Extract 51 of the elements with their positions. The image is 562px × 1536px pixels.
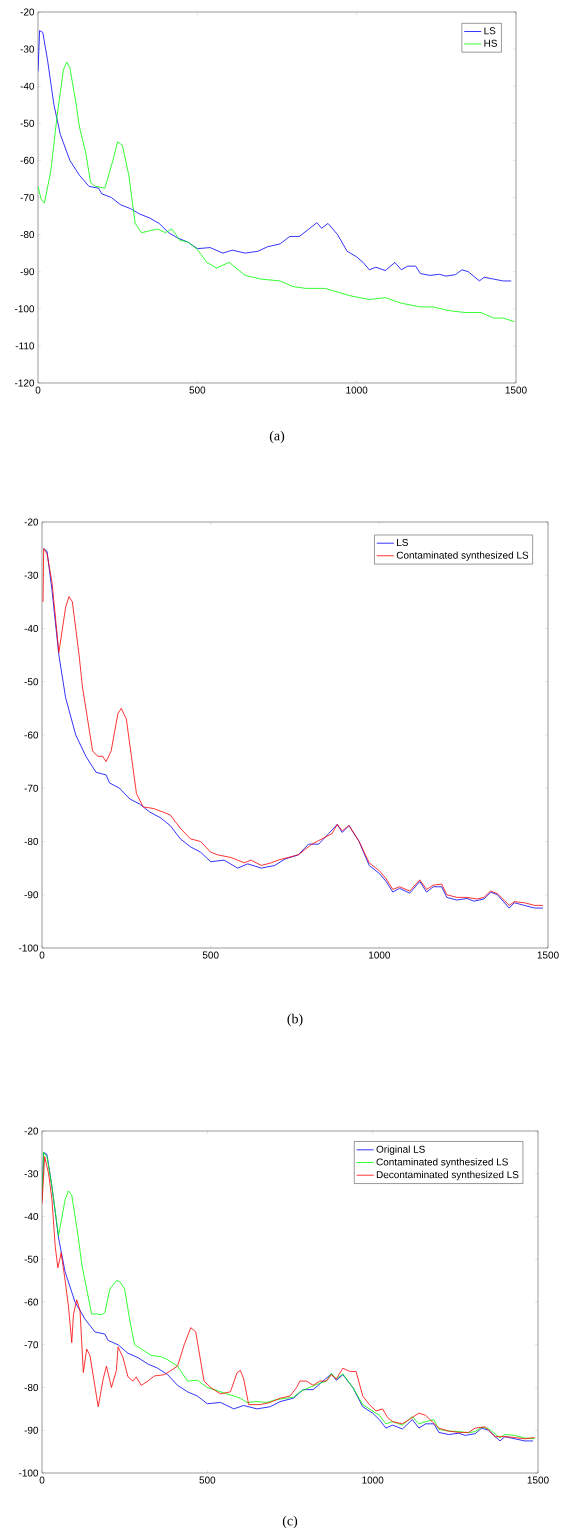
legend-label: Contaminated synthesized LS <box>396 551 529 561</box>
y-tick-label: -120 <box>14 379 35 387</box>
legend-label: Decontaminated synthesized LS <box>376 1170 519 1181</box>
x-tick-label: 1000 <box>369 951 391 959</box>
y-tick-label: -50 <box>24 1255 39 1263</box>
y-tick-label: -110 <box>15 342 35 350</box>
y-tick-label: -30 <box>20 45 35 53</box>
x-tick-label: 500 <box>189 386 206 394</box>
y-tick-label: -50 <box>20 119 35 127</box>
legend-label: Contaminated synthesized LS <box>376 1158 508 1168</box>
text: (a) <box>269 430 285 444</box>
y-tick-label: -80 <box>24 1383 39 1392</box>
x-tick-label: 1500 <box>527 1476 549 1484</box>
y-tick-label: -80 <box>20 231 35 239</box>
y-tick-label: -70 <box>24 784 39 792</box>
y-tick-label: -90 <box>20 268 35 276</box>
legend-label: LS <box>397 538 408 547</box>
x-tick-label: 1500 <box>537 951 559 959</box>
y-tick-label: -90 <box>24 891 39 899</box>
legend-label: LS <box>484 27 496 35</box>
x-tick-label: 0 <box>39 1476 45 1484</box>
legend-label: HS <box>484 39 498 47</box>
y-tick-label: -20 <box>24 1127 39 1135</box>
x-tick-label: 1500 <box>505 386 527 394</box>
y-tick-label: -80 <box>24 837 39 846</box>
y-tick-label: -100 <box>18 1469 39 1477</box>
y-tick-label: -50 <box>24 678 39 686</box>
y-tick-label: -60 <box>24 1298 39 1306</box>
y-tick-label: -70 <box>24 1341 39 1349</box>
x-tick-label: 0 <box>35 386 41 394</box>
y-tick-label: -60 <box>20 156 35 164</box>
text: (b) <box>287 1013 303 1027</box>
y-tick-label: -30 <box>24 571 39 579</box>
x-tick-label: 500 <box>202 951 219 959</box>
y-tick-label: -30 <box>24 1170 39 1178</box>
x-tick-label: 0 <box>39 951 45 959</box>
y-tick-label: -40 <box>24 1212 39 1221</box>
y-tick-label: -60 <box>24 731 39 739</box>
x-tick-label: 1000 <box>362 1476 384 1484</box>
x-tick-label: 1000 <box>346 386 368 394</box>
y-tick-label: -70 <box>20 193 35 202</box>
y-tick-label: -40 <box>24 624 39 633</box>
text: (c) <box>282 1515 298 1529</box>
y-tick-label: -100 <box>14 305 35 313</box>
y-tick-label: -100 <box>18 944 39 952</box>
y-tick-label: -20 <box>24 518 39 526</box>
y-tick-label: -90 <box>24 1426 39 1434</box>
y-tick-label: -40 <box>20 82 35 90</box>
x-tick-label: 500 <box>199 1476 216 1484</box>
y-tick-label: -20 <box>20 8 35 16</box>
legend-label: Original LS <box>376 1145 425 1155</box>
